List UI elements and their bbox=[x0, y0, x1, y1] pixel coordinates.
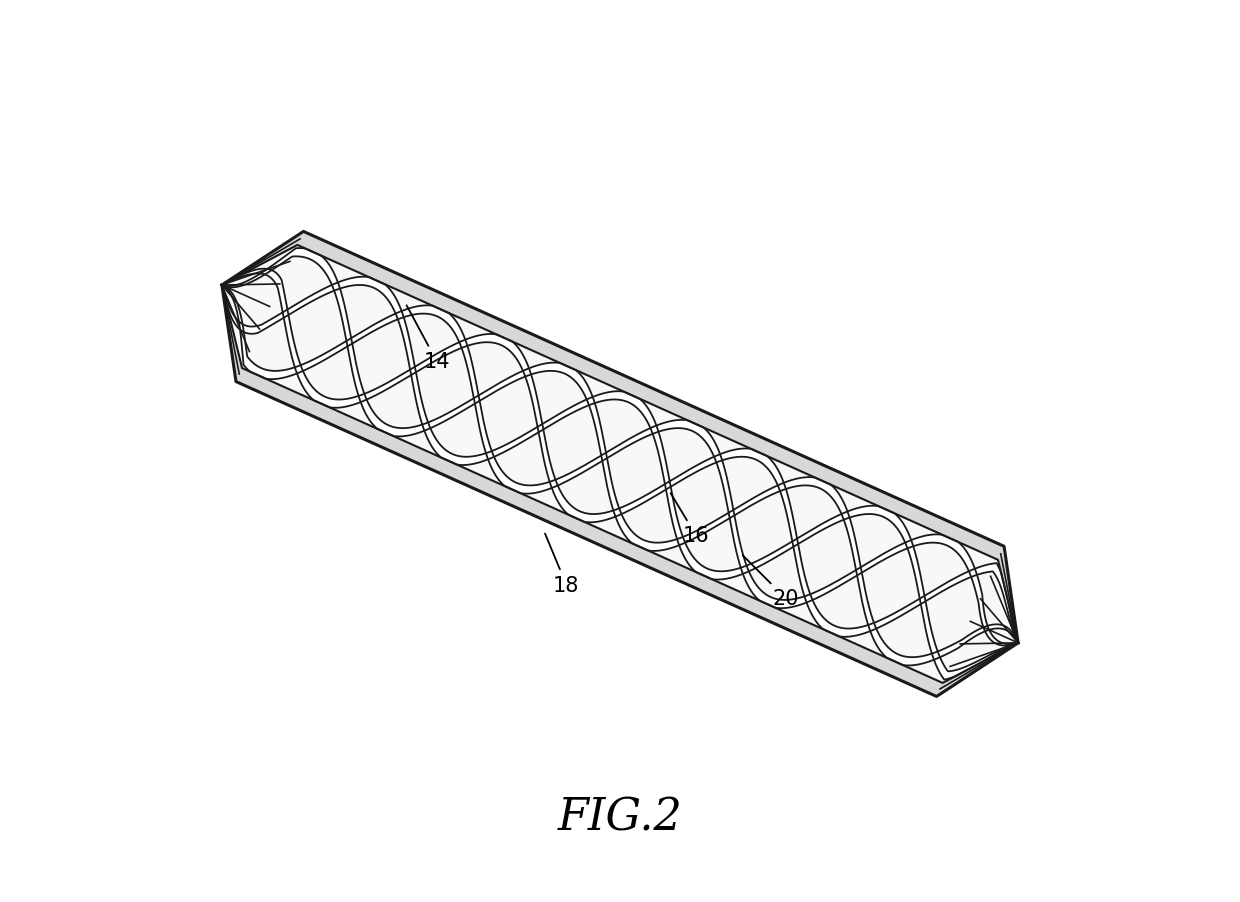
Polygon shape bbox=[222, 232, 1018, 643]
Text: 18: 18 bbox=[546, 534, 579, 595]
Polygon shape bbox=[222, 286, 1018, 646]
Text: 20: 20 bbox=[743, 556, 799, 609]
Polygon shape bbox=[222, 249, 1018, 666]
Polygon shape bbox=[222, 278, 1018, 680]
Text: FIG.2: FIG.2 bbox=[558, 796, 682, 839]
Polygon shape bbox=[222, 232, 1018, 696]
Polygon shape bbox=[222, 286, 1018, 696]
Polygon shape bbox=[222, 270, 1018, 643]
Text: 16: 16 bbox=[671, 493, 709, 546]
Text: 14: 14 bbox=[407, 306, 450, 372]
